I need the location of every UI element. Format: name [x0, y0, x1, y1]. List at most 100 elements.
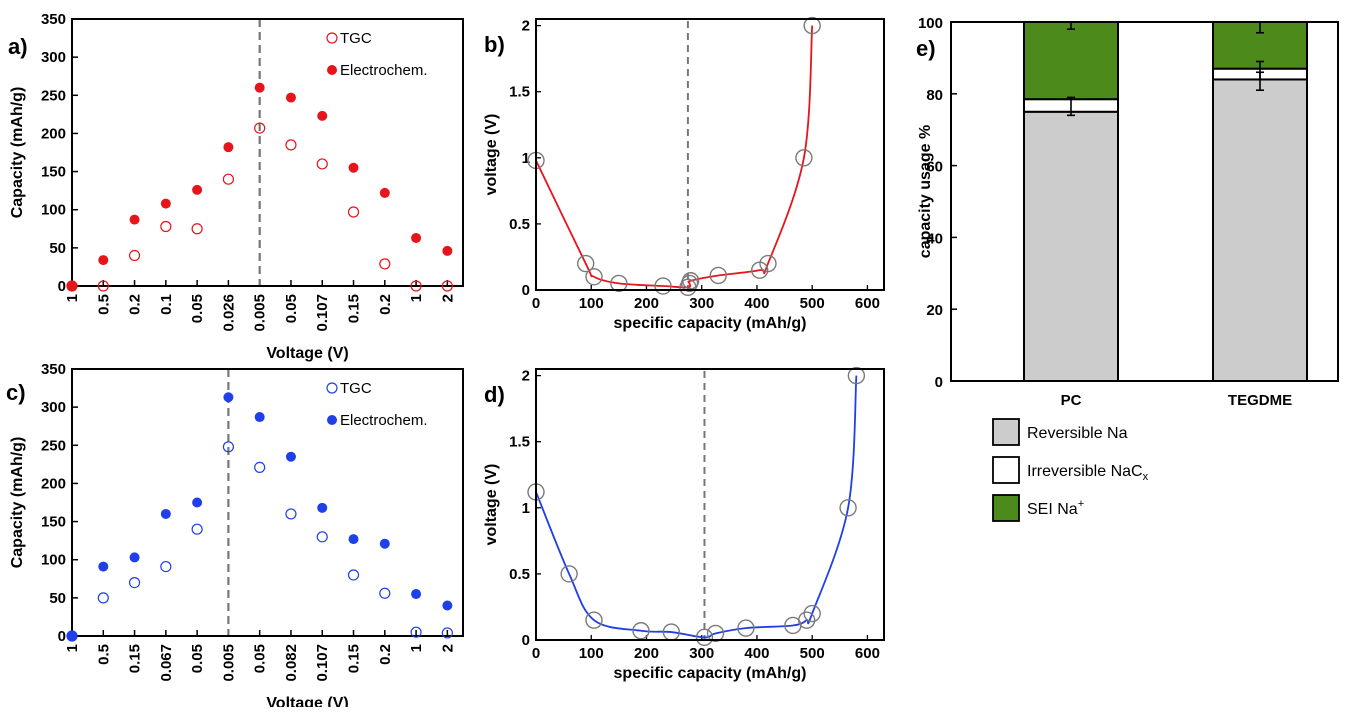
- a-point: [192, 184, 203, 195]
- c-point: [317, 502, 328, 513]
- b-xtick-label: 200: [634, 295, 659, 312]
- c-legend-marker: [326, 382, 338, 394]
- a-point: [128, 249, 141, 262]
- a-point: [441, 280, 453, 292]
- b-plot-frame: [535, 18, 885, 291]
- panel-c: c) 0 50 100 150 200 250 300 350 1 0.5 0.15 0.067 0.05…: [6, 361, 464, 712]
- panel-b: b) 0 100 200 300 400 500 600 0 0.5 1 1.5 2 specific c…: [483, 16, 885, 332]
- a-ytick-label: 150: [41, 164, 66, 181]
- c-xtick-label: 1: [64, 644, 81, 652]
- a-ytick-label: 350: [41, 11, 66, 28]
- a-xtick-label: 1: [64, 294, 81, 302]
- a-point: [347, 206, 360, 218]
- d-point: [737, 619, 755, 637]
- c-axes: 0 50 100 150 200 250 300 350 1 0.5 0.15 0.067 0.05 0.…: [41, 361, 456, 682]
- a-xtick-label: 0.5: [95, 294, 112, 315]
- a-point: [97, 280, 109, 292]
- c-point: [128, 576, 141, 589]
- b-point: [577, 254, 595, 273]
- c-ytick-label: 0: [58, 628, 66, 645]
- panel-d: d) 0 100 200 300 400 500 600 0 0.5 1 1.5 2 specific c…: [483, 366, 885, 682]
- d-ytick-label: 2: [522, 368, 530, 385]
- b-ytick-label: 0.5: [509, 216, 530, 233]
- a-xtick-label: 0.15: [346, 294, 363, 323]
- a-legend-marker: [326, 32, 338, 44]
- panel-d-label: d): [484, 382, 505, 407]
- b-y-axis-label: voltage (V): [483, 114, 500, 196]
- a-series-electrochem: [67, 82, 453, 291]
- d-plot-frame: [535, 368, 885, 641]
- e-ytick-label: 40: [926, 230, 943, 247]
- b-xtick-label: 500: [800, 295, 825, 312]
- d-point: [695, 628, 714, 647]
- a-xtick-label: 0.2: [377, 294, 394, 315]
- c-point: [191, 523, 203, 535]
- d-profile-curve: [535, 375, 858, 639]
- b-point: [681, 272, 700, 290]
- c-xtick-label: 0.05: [189, 644, 206, 673]
- d-point: [632, 622, 650, 640]
- c-point: [67, 631, 77, 641]
- c-xtick-label: 0.5: [95, 644, 112, 665]
- a-plot-frame: [71, 18, 464, 287]
- c-point: [410, 626, 422, 638]
- c-x-axis-label: Voltage (V): [266, 695, 348, 707]
- panel-e: e) 0 20 40 60 80 100 PC TEGDME capacity usage % Re…: [916, 15, 1339, 522]
- a-xtick-label: 0.2: [127, 294, 144, 315]
- b-axes: 0 100 200 300 400 500 600 0 0.5 1 1.5 2: [509, 18, 880, 312]
- d-xtick-label: 400: [744, 645, 769, 662]
- b-point: [795, 149, 813, 167]
- d-axes: 0 100 200 300 400 500 600 0 0.5 1 1.5 2: [509, 368, 880, 662]
- c-legend-marker: [327, 415, 337, 425]
- a-y-axis-label: Capacity (mAh/g): [9, 87, 26, 219]
- e-legend-superscript: +: [1078, 498, 1084, 510]
- e-bar-pc: [1023, 21, 1119, 382]
- a-x-axis-label: Voltage (V): [266, 345, 348, 362]
- a-point: [223, 142, 234, 153]
- a-xtick-label: 2: [439, 294, 456, 302]
- c-ytick-label: 150: [41, 514, 66, 531]
- c-y-axis-label: Capacity (mAh/g): [9, 437, 26, 569]
- c-series-electrochem: [67, 392, 453, 641]
- e-legend-subscript: x: [1143, 471, 1149, 483]
- a-point: [285, 139, 297, 151]
- c-xtick-label: 2: [439, 644, 456, 652]
- c-ytick-label: 50: [49, 590, 66, 607]
- a-point: [379, 187, 390, 198]
- a-point: [222, 173, 234, 185]
- b-xtick-label: 400: [744, 295, 769, 312]
- a-ytick-label: 0: [58, 278, 66, 295]
- c-xtick-label: 0.107: [314, 644, 331, 682]
- d-point: [803, 604, 821, 623]
- a-point: [129, 214, 140, 225]
- c-xtick-label: 0.2: [377, 644, 394, 665]
- b-ytick-label: 1.5: [509, 84, 530, 101]
- a-ytick-label: 50: [49, 240, 66, 257]
- a-ytick-label: 250: [41, 87, 66, 104]
- c-xtick-label: 0.067: [158, 644, 175, 682]
- e-ytick-label: 100: [918, 15, 943, 32]
- a-xtick-label: 0.107: [314, 294, 331, 332]
- a-ytick-label: 100: [41, 202, 66, 219]
- e-legend: Reversible Na Irreversible NaCx SEI Na+: [992, 418, 1149, 522]
- c-point: [379, 587, 391, 599]
- d-y-axis-label: voltage (V): [483, 464, 500, 546]
- d-xtick-label: 0: [532, 645, 540, 662]
- c-ytick-label: 250: [41, 437, 66, 454]
- e-legend-swatch: [992, 418, 1020, 446]
- c-xtick-label: 1: [408, 644, 425, 652]
- e-legend-label: Reversible Na: [1027, 425, 1128, 442]
- a-xtick-label: 1: [408, 294, 425, 302]
- c-point: [316, 531, 328, 543]
- a-legend-label: TGC: [340, 30, 372, 47]
- c-point: [348, 534, 359, 545]
- c-xtick-label: 0.15: [127, 644, 144, 673]
- a-point: [348, 162, 359, 173]
- b-point: [654, 277, 672, 295]
- b-markers: [527, 16, 821, 297]
- d-x-axis-label: specific capacity (mAh/g): [614, 665, 807, 682]
- d-xtick-label: 500: [800, 645, 825, 662]
- e-bar-tegdme: [1212, 21, 1308, 382]
- e-ytick-label: 20: [926, 302, 943, 319]
